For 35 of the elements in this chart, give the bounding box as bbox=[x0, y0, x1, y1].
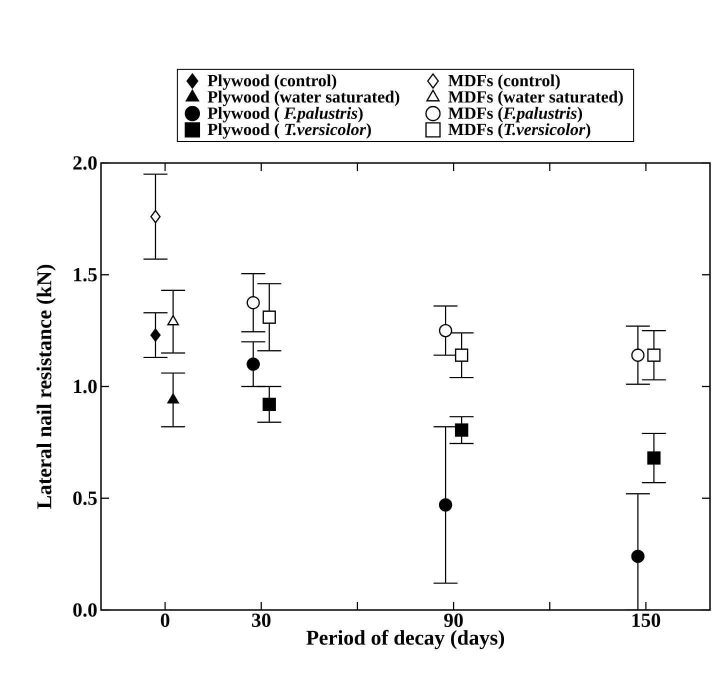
point bbox=[438, 324, 452, 338]
y-tick-label: 1.0 bbox=[74, 380, 97, 394]
point bbox=[167, 393, 179, 404]
legend-label: Plywood ( F.palustris) bbox=[208, 106, 363, 122]
y-tick-label: 2.0 bbox=[73, 156, 97, 170]
point bbox=[167, 315, 179, 326]
point bbox=[454, 423, 468, 437]
legend-label: Plywood (control) bbox=[208, 74, 336, 90]
y-tick-label: 0.5 bbox=[73, 491, 97, 506]
x-tick-label: 150 bbox=[632, 614, 660, 628]
y-tick-label: 1.5 bbox=[74, 268, 97, 282]
point bbox=[647, 348, 661, 362]
point bbox=[246, 296, 260, 310]
point bbox=[454, 348, 468, 362]
x-tick-label: 0 bbox=[160, 614, 170, 628]
legend-label: MDFs (F.palustris) bbox=[448, 106, 582, 122]
point bbox=[631, 550, 645, 564]
point bbox=[438, 498, 452, 512]
y-axis-title: Lateral nail resistance (kN) bbox=[36, 264, 56, 509]
point bbox=[150, 210, 161, 224]
legend-label: Plywood ( T.versicolor) bbox=[208, 123, 371, 139]
point bbox=[262, 310, 276, 324]
point bbox=[246, 358, 260, 371]
legend-label: MDFs (T.versicolor) bbox=[448, 123, 590, 139]
legend-label: MDFs (control) bbox=[448, 74, 560, 90]
y-tick-label: 0.0 bbox=[73, 603, 97, 617]
x-tick-label: 30 bbox=[252, 614, 270, 628]
point bbox=[150, 328, 161, 342]
x-tick-label: 90 bbox=[444, 614, 463, 628]
legend-label: MDFs (water saturated) bbox=[448, 90, 623, 106]
legend-label: Plywood (water saturated) bbox=[208, 90, 400, 106]
point bbox=[647, 451, 661, 465]
point bbox=[262, 398, 276, 412]
point bbox=[631, 348, 645, 362]
x-axis-title: Period of decay (days) bbox=[306, 630, 504, 650]
